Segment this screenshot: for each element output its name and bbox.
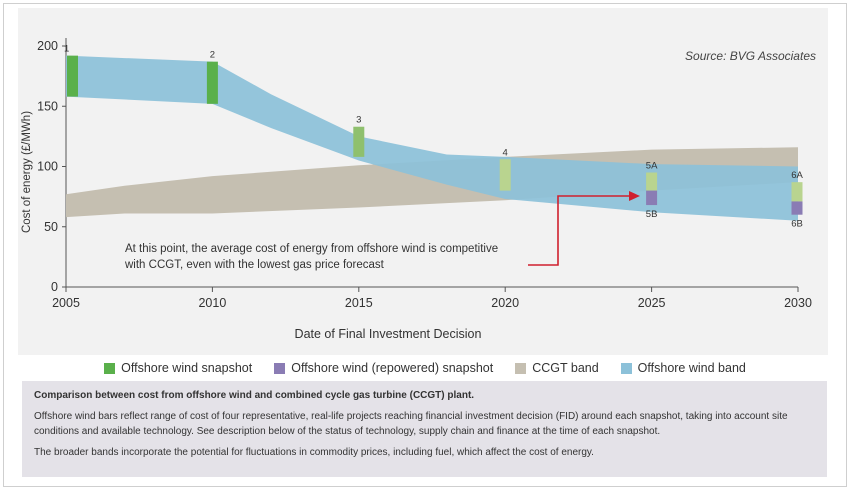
annotation-line1: At this point, the average cost of energ… <box>125 243 498 255</box>
annotation-arrow-head <box>629 191 640 201</box>
snapshot-label-5a: 5A <box>646 161 658 172</box>
annotation-arrow-line <box>528 195 630 266</box>
legend-swatch-ccgt-band <box>515 362 527 374</box>
snapshot-label-2: 2 <box>210 50 215 61</box>
x-tick-label-2030: 2030 <box>784 296 812 310</box>
snapshot-bar-3 <box>353 126 365 157</box>
snapshot-label-5b: 5B <box>646 209 658 220</box>
source-note: Source: BVG Associates <box>685 49 816 63</box>
snapshot-bar-5a <box>646 172 658 191</box>
annotation-line2: with CCGT, even with the lowest gas pric… <box>124 259 385 271</box>
legend-item-repowered: Offshore wind (repowered) snapshot <box>274 360 493 376</box>
band-offshore-wind <box>66 55 798 221</box>
x-tick-label-2020: 2020 <box>491 296 519 310</box>
cost-of-energy-chart: 1 2 3 4 5A 5B 6A 6B 2005 2010 2015 2020 2025 2030 0 50… <box>21 38 816 341</box>
x-tick-label-2005: 2005 <box>52 296 80 310</box>
snapshot-label-6b: 6B <box>791 219 803 230</box>
x-tick-label-2015: 2015 <box>345 296 373 310</box>
legend-label-repowered: Offshore wind (repowered) snapshot <box>291 361 494 375</box>
legend: Offshore wind snapshot Offshore wind (re… <box>0 360 850 376</box>
snapshot-bar-5b <box>646 190 658 206</box>
snapshot-label-4: 4 <box>503 147 508 158</box>
y-tick-label-150: 150 <box>37 99 58 113</box>
legend-swatch-repowered <box>274 362 286 374</box>
y-tick-label-0: 0 <box>51 280 58 294</box>
legend-label-wind-band: Offshore wind band <box>637 361 746 375</box>
snapshot-label-3: 3 <box>356 115 361 126</box>
y-tick-label-50: 50 <box>44 220 58 234</box>
snapshot-label-1: 1 <box>64 44 69 55</box>
legend-item-ccgt-band: CCGT band <box>515 360 599 376</box>
y-tick-label-100: 100 <box>37 160 58 174</box>
legend-swatch-wind-band <box>620 362 632 374</box>
snapshot-bar-6a <box>791 182 803 202</box>
legend-label-snapshot: Offshore wind snapshot <box>121 361 253 375</box>
y-axis-label: Cost of energy (£/MWh) <box>21 111 33 233</box>
caption-paragraph-2: The broader bands incorporate the potent… <box>34 447 594 458</box>
figure-caption: Comparison between cost from offshore wi… <box>22 381 827 477</box>
x-axis-label: Date of Final Investment Decision <box>295 327 482 341</box>
caption-paragraph-1: Offshore wind bars reflect range of cost… <box>34 411 788 437</box>
caption-title: Comparison between cost from offshore wi… <box>34 390 475 401</box>
legend-item-wind-band: Offshore wind band <box>620 360 746 376</box>
chart-panel: 1 2 3 4 5A 5B 6A 6B 2005 2010 2015 2020 2025 2030 0 50… <box>18 8 828 355</box>
snapshot-bar-2 <box>206 61 218 104</box>
snapshot-bar-1 <box>67 55 78 97</box>
snapshot-bar-6b <box>791 201 803 215</box>
legend-swatch-snapshot <box>104 362 116 374</box>
y-tick-label-200: 200 <box>37 39 58 53</box>
x-tick-label-2025: 2025 <box>638 296 666 310</box>
legend-item-snapshot: Offshore wind snapshot <box>104 360 252 376</box>
legend-label-ccgt-band: CCGT band <box>532 361 599 375</box>
x-tick-label-2010: 2010 <box>198 296 226 310</box>
snapshot-bar-4 <box>499 159 511 191</box>
snapshot-label-6a: 6A <box>791 170 803 181</box>
